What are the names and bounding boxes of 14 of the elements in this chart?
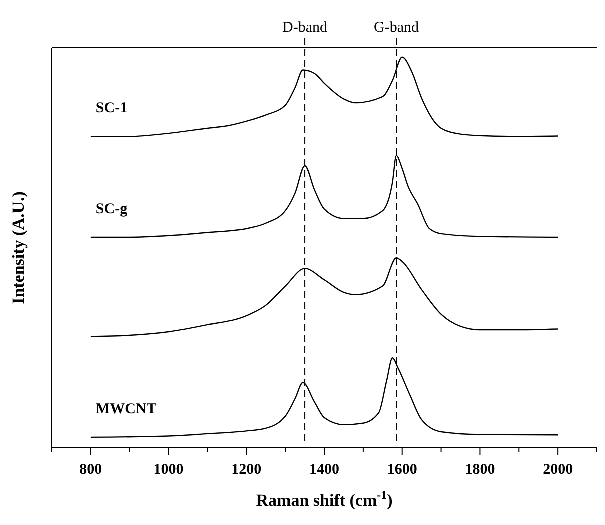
- x-tick-label: 1000: [154, 462, 184, 478]
- x-tick-label: 1800: [465, 462, 496, 478]
- ref-line-label: D-band: [282, 20, 328, 36]
- ref-line-label: G-band: [374, 20, 420, 36]
- x-tick-label: 2000: [543, 462, 574, 478]
- y-axis-title: Intensity (A.U.): [9, 192, 28, 304]
- x-tick-label: 1200: [232, 462, 262, 478]
- x-tick-label: 800: [80, 462, 102, 478]
- x-tick-label: 1600: [387, 462, 418, 478]
- x-tick-label: 1400: [310, 462, 340, 478]
- series-label: MWCNT: [96, 401, 157, 418]
- series-label: SC-g: [96, 201, 128, 218]
- x-axis-title: Raman shift (cm$^{-1}$): [256, 488, 393, 510]
- series-label: SC-1: [96, 100, 128, 117]
